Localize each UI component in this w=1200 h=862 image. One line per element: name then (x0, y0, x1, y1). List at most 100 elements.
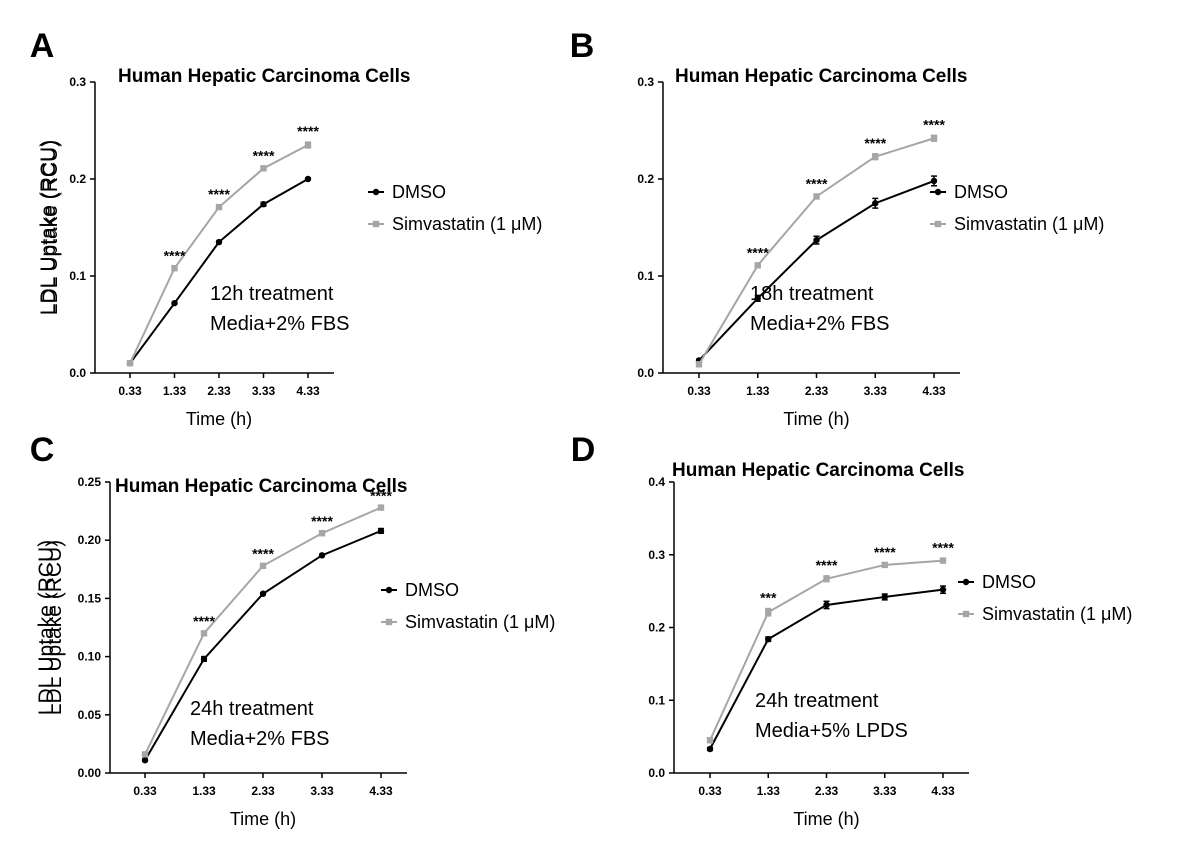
chart-title: Human Hepatic Carcinoma Cells (672, 460, 964, 481)
legend-label: DMSO (982, 572, 1036, 592)
x-tick-label: 2.33 (805, 384, 829, 398)
panel-letter: B (570, 27, 595, 65)
y-tick-label: 0.3 (69, 75, 86, 89)
data-point (141, 751, 149, 758)
significance-stars: **** (932, 539, 954, 555)
series-line (709, 559, 944, 741)
legend-label: Simvastatin (1 μM) (392, 214, 542, 234)
x-axis-label: Time (h) (783, 409, 849, 429)
y-tick-label: 0.0 (637, 366, 654, 380)
data-point (872, 200, 879, 207)
treatment-annotation: 24h treatment (755, 690, 879, 712)
data-point (695, 361, 703, 368)
data-point (259, 590, 267, 597)
treatment-annotation: 12h treatment (210, 283, 334, 305)
data-point (881, 593, 888, 601)
data-point (765, 635, 772, 643)
y-tick-label: 0.0 (648, 766, 665, 780)
x-tick-label: 4.33 (296, 384, 320, 398)
legend-marker (962, 578, 970, 586)
legend-marker (372, 220, 380, 228)
x-tick-label: 1.33 (757, 784, 781, 798)
data-point (377, 504, 385, 511)
significance-stars: **** (208, 186, 230, 202)
y-tick-label: 0.20 (78, 533, 102, 547)
data-point (215, 238, 223, 246)
treatment-annotation: 18h treatment (750, 283, 874, 305)
legend-label: DMSO (954, 182, 1008, 202)
x-axis-label: Time (h) (186, 409, 252, 429)
panel-b: B Human Hepatic Carcinoma Cells 0.0 0.1 0.2 0… (39, 27, 1104, 429)
data-point (930, 135, 938, 142)
y-tick-label: 0.2 (637, 172, 654, 186)
y-tick-label: 0.4 (648, 475, 665, 489)
data-point (304, 141, 312, 149)
y-axis-label: LDL Uptake (RCU) (39, 140, 62, 315)
y-axis-label: LDL Uptake (RCU) (37, 140, 60, 315)
data-point (259, 562, 267, 570)
data-point (318, 552, 326, 559)
media-annotation: Media+2% FBS (190, 728, 330, 750)
treatment-annotation: 24h treatment (190, 698, 314, 720)
data-point (823, 601, 830, 609)
legend-marker (934, 188, 942, 196)
data-point (377, 527, 385, 535)
legend-label: Simvastatin (1 μM) (405, 612, 555, 632)
legend-label: DMSO (405, 580, 459, 600)
data-point (813, 193, 820, 200)
data-point (304, 175, 312, 183)
x-tick-label: 4.33 (922, 384, 946, 398)
y-tick-label: 0.00 (78, 766, 102, 780)
legend-marker (934, 220, 942, 228)
significance-stars: **** (297, 123, 319, 139)
y-tick-label: 0.25 (78, 475, 102, 489)
x-tick-label: 0.33 (687, 384, 711, 398)
data-point (813, 236, 820, 244)
significance-stars: **** (874, 544, 896, 560)
data-point (754, 295, 761, 302)
media-annotation: Media+2% FBS (210, 313, 350, 335)
significance-stars: **** (864, 135, 886, 151)
significance-stars: **** (164, 247, 186, 263)
data-point (765, 609, 772, 616)
x-tick-label: 3.33 (873, 784, 897, 798)
x-tick-label: 4.33 (931, 784, 955, 798)
panel-letter: A (30, 27, 55, 65)
panel-letter: C (30, 431, 55, 469)
chart-title: Human Hepatic Carcinoma Cells (675, 66, 967, 87)
legend-label: DMSO (392, 182, 446, 202)
y-tick-label: 0.1 (69, 269, 86, 283)
y-axis-label: LDL Uptake (RCU) (43, 540, 66, 715)
y-tick-label: 0.15 (78, 591, 102, 605)
legend-marker (372, 188, 380, 196)
data-point (260, 201, 267, 208)
data-point (939, 586, 947, 593)
legend-marker (962, 610, 970, 618)
media-annotation: Media+2% FBS (750, 313, 890, 335)
x-tick-label: 3.33 (864, 384, 888, 398)
y-tick-label: 0.0 (69, 366, 86, 380)
x-tick-label: 0.33 (698, 784, 722, 798)
significance-stars: **** (253, 147, 275, 163)
legend-marker (385, 618, 393, 626)
panel-a: A Human Hepatic Carcinoma Cells 0.0 0.1 0.2 0… (30, 27, 543, 429)
significance-stars: **** (747, 244, 769, 260)
y-tick-label: 0.10 (78, 650, 102, 664)
y-tick-label: 0.1 (637, 269, 654, 283)
panel-c: C Human Hepatic Carcinoma Cells 0.00 0.05 0.… (30, 431, 556, 829)
significance-stars: **** (193, 613, 215, 629)
data-point (260, 165, 267, 172)
data-point (754, 262, 761, 269)
x-tick-label: 1.33 (163, 384, 187, 398)
media-annotation: Media+5% LPDS (755, 720, 908, 742)
significance-stars: **** (816, 557, 838, 573)
y-tick-label: 0.2 (69, 172, 86, 186)
data-point (930, 177, 938, 185)
data-point (872, 153, 879, 160)
data-point (823, 575, 830, 582)
x-tick-label: 2.33 (251, 784, 275, 798)
data-point (171, 265, 178, 272)
data-point (215, 203, 223, 211)
